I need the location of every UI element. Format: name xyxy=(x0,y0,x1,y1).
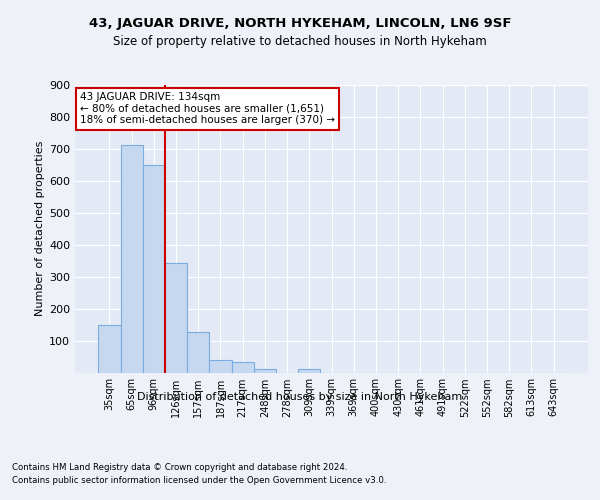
Y-axis label: Number of detached properties: Number of detached properties xyxy=(35,141,45,316)
Bar xyxy=(209,360,232,372)
Text: Contains public sector information licensed under the Open Government Licence v3: Contains public sector information licen… xyxy=(12,476,386,485)
Bar xyxy=(232,362,254,372)
Bar xyxy=(298,370,320,372)
Bar xyxy=(165,263,187,372)
Text: Distribution of detached houses by size in North Hykeham: Distribution of detached houses by size … xyxy=(137,392,463,402)
Bar xyxy=(254,368,276,372)
Bar xyxy=(121,145,143,372)
Bar xyxy=(98,324,121,372)
Text: 43, JAGUAR DRIVE, NORTH HYKEHAM, LINCOLN, LN6 9SF: 43, JAGUAR DRIVE, NORTH HYKEHAM, LINCOLN… xyxy=(89,18,511,30)
Text: Contains HM Land Registry data © Crown copyright and database right 2024.: Contains HM Land Registry data © Crown c… xyxy=(12,462,347,471)
Text: Size of property relative to detached houses in North Hykeham: Size of property relative to detached ho… xyxy=(113,35,487,48)
Text: 43 JAGUAR DRIVE: 134sqm
← 80% of detached houses are smaller (1,651)
18% of semi: 43 JAGUAR DRIVE: 134sqm ← 80% of detache… xyxy=(80,92,335,126)
Bar xyxy=(143,164,165,372)
Bar xyxy=(187,332,209,372)
